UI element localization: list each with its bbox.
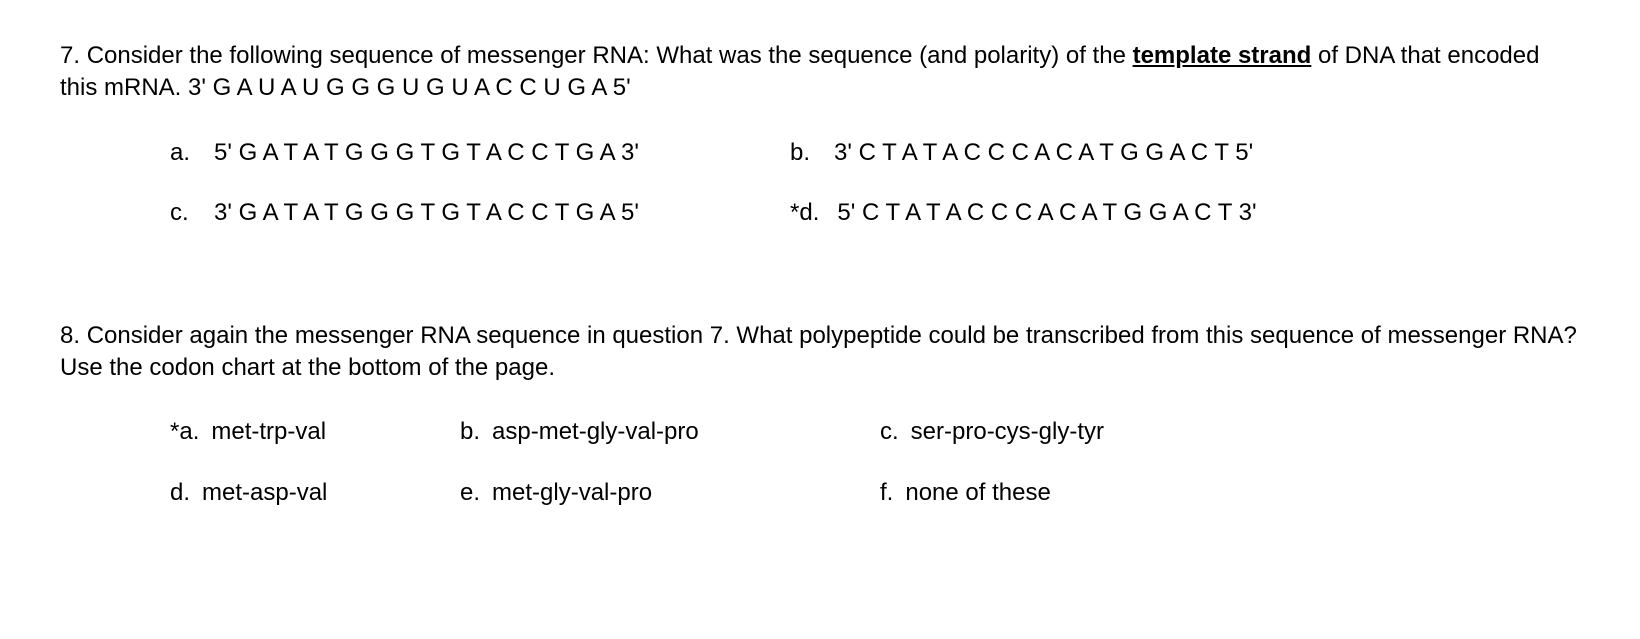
q8-option-c-text: ser-pro-cys-gly-tyr [911,416,1104,448]
q8-option-f-text: none of these [905,477,1050,509]
q8-option-a-letter: *a. [170,416,199,448]
q8-option-a-text: met-trp-val [211,416,326,448]
q8-option-e: e. met-gly-val-pro [460,477,880,509]
q7-options-row-1: a. 5' G A T A T G G G T G T A C C T G A … [60,137,1580,169]
q8-option-d-letter: d. [170,477,190,509]
q8-option-c: c. ser-pro-cys-gly-tyr [880,416,1580,448]
q7-option-b-letter: b. [790,137,816,169]
q7-option-a-text: 5' G A T A T G G G T G T A C C T G A 3' [214,137,639,169]
q7-option-d-letter: *d. [790,197,819,229]
q8-option-e-letter: e. [460,477,480,509]
q8-options-row-2: d. met-asp-val e. met-gly-val-pro f. non… [60,477,1580,509]
question-7: 7. Consider the following sequence of me… [60,40,1580,230]
q8-option-d-text: met-asp-val [202,477,327,509]
q8-option-a: *a. met-trp-val [170,416,460,448]
q8-options-row-1: *a. met-trp-val b. asp-met-gly-val-pro c… [60,416,1580,448]
q8-option-d: d. met-asp-val [170,477,460,509]
q7-option-c: c. 3' G A T A T G G G T G T A C C T G A … [170,197,790,229]
question-8-body: Consider again the messenger RNA sequenc… [60,322,1577,381]
q7-option-a: a. 5' G A T A T G G G T G T A C C T G A … [170,137,790,169]
q7-option-c-text: 3' G A T A T G G G T G T A C C T G A 5' [214,197,639,229]
question-8-text: 8. Consider again the messenger RNA sequ… [60,320,1580,385]
question-7-underline: template strand [1133,42,1312,69]
q8-option-e-text: met-gly-val-pro [492,477,652,509]
q8-option-b-text: asp-met-gly-val-pro [492,416,699,448]
q7-option-d-text: 5' C T A T A C C C A C A T G G A C T 3' [837,197,1256,229]
q8-option-f: f. none of these [880,477,1580,509]
q7-options-row-2: c. 3' G A T A T G G G T G T A C C T G A … [60,197,1580,229]
question-7-number: 7. [60,42,80,69]
question-8: 8. Consider again the messenger RNA sequ… [60,320,1580,510]
q7-option-d: *d. 5' C T A T A C C C A C A T G G A C T… [790,197,1580,229]
q7-option-b: b. 3' C T A T A C C C A C A T G G A C T … [790,137,1580,169]
q7-option-a-letter: a. [170,137,196,169]
q7-option-c-letter: c. [170,197,196,229]
q8-option-c-letter: c. [880,416,899,448]
q8-option-f-letter: f. [880,477,893,509]
question-7-text: 7. Consider the following sequence of me… [60,40,1580,105]
q7-option-b-text: 3' C T A T A C C C A C A T G G A C T 5' [834,137,1253,169]
q8-option-b: b. asp-met-gly-val-pro [460,416,880,448]
question-7-part1: Consider the following sequence of messe… [87,42,1133,69]
question-8-number: 8. [60,322,80,349]
q8-option-b-letter: b. [460,416,480,448]
